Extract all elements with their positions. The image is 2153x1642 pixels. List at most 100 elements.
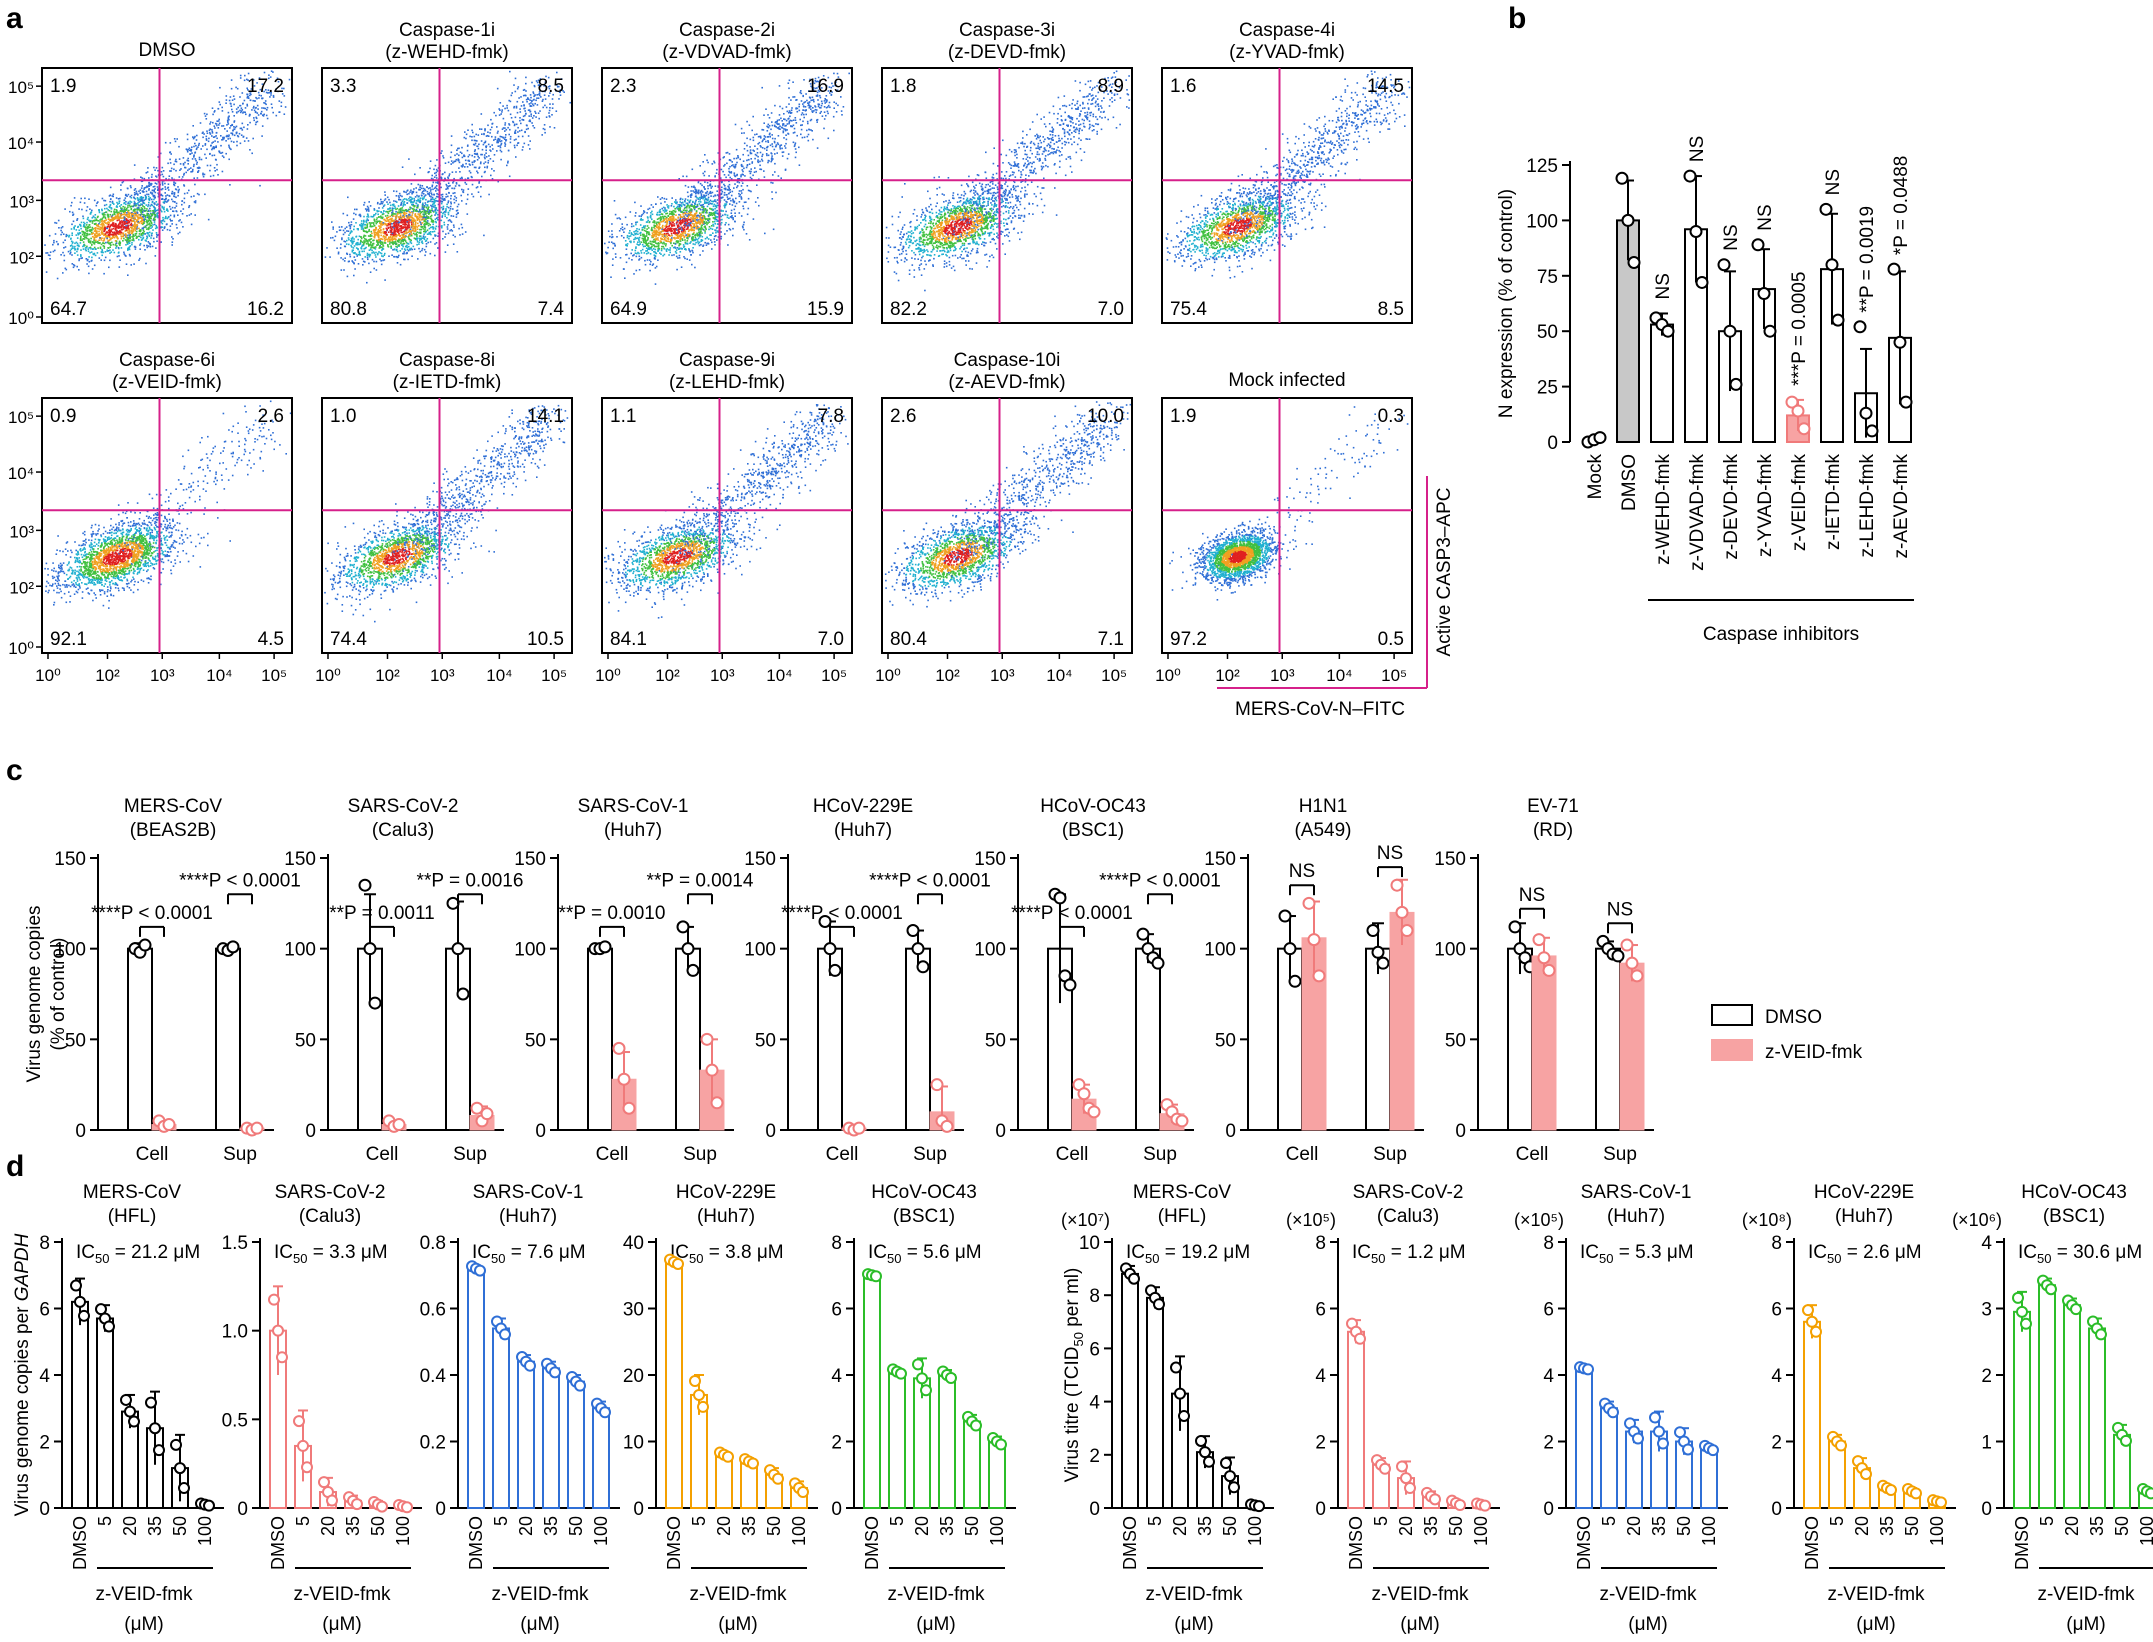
flow-event [167, 162, 169, 165]
flow-event [130, 197, 133, 199]
flow-event [89, 229, 91, 231]
flow-event [188, 149, 191, 152]
flow-event [810, 118, 813, 121]
flow-event [120, 217, 122, 219]
flow-event [418, 188, 420, 191]
flow-event [795, 151, 797, 154]
flow-event [514, 131, 516, 133]
flow-event [164, 188, 167, 190]
flow-event [426, 215, 428, 217]
flow-event [127, 227, 130, 230]
flow-event [143, 187, 146, 189]
flow-event [524, 110, 526, 112]
flow-event [141, 238, 143, 241]
flow-event [432, 203, 434, 206]
flow-event [230, 140, 233, 143]
flow-event [112, 236, 115, 238]
flow-event [130, 186, 132, 189]
flow-event [139, 220, 142, 223]
flow-event [140, 234, 143, 236]
flow-event [370, 225, 373, 228]
flow-event [430, 233, 432, 236]
flow-event [491, 135, 493, 138]
flow-event [404, 226, 407, 228]
flow-event [743, 142, 746, 145]
flow-event [419, 188, 421, 191]
flow-event [391, 254, 393, 256]
flow-event [258, 97, 260, 99]
flow-event [126, 241, 128, 244]
flow-event [101, 224, 103, 226]
flow-event [349, 227, 352, 230]
flow-event [196, 167, 199, 169]
flow-event [634, 215, 637, 217]
flow-event [162, 175, 165, 178]
flow-event [378, 247, 381, 249]
flow-event [763, 176, 766, 178]
flow-event [387, 212, 390, 215]
flow-event [387, 219, 389, 221]
flow-event [147, 213, 149, 215]
flow-event [528, 120, 531, 122]
flow-event [363, 215, 365, 218]
flow-event [142, 216, 145, 218]
flow-event [85, 249, 87, 252]
flow-event [356, 255, 358, 257]
flow-event [108, 228, 111, 231]
y-tick-label: 10⁴ [8, 134, 34, 153]
flow-event [154, 214, 157, 217]
flow-event [269, 76, 272, 78]
flow-event [119, 197, 121, 200]
flow-event [442, 173, 444, 175]
flow-event [256, 104, 259, 107]
flow-event [60, 229, 62, 232]
flow-event [348, 238, 350, 241]
flow-event [461, 233, 464, 235]
flow-event [409, 206, 411, 209]
flow-event [521, 118, 523, 121]
flow-event [450, 221, 453, 223]
flow-event [690, 229, 693, 232]
flow-event [93, 246, 96, 249]
flow-event [442, 205, 445, 208]
flow-event [380, 221, 383, 223]
flow-event [278, 100, 281, 102]
flow-event [338, 226, 341, 228]
flow-event [353, 238, 355, 240]
flow-event [152, 194, 154, 197]
flow-event [694, 239, 697, 242]
flow-event [63, 247, 65, 249]
flow-event [197, 167, 200, 170]
flow-event [341, 237, 343, 239]
flow-event [142, 223, 144, 226]
flow-event [173, 181, 175, 183]
flow-event [820, 104, 823, 107]
flow-event [241, 122, 244, 125]
flow-event [745, 166, 748, 169]
flow-event [361, 244, 364, 247]
flow-event [182, 226, 184, 228]
flow-event [134, 198, 137, 200]
flow-event [684, 216, 686, 219]
flow-event [143, 219, 145, 221]
flow-event [756, 133, 758, 135]
flow-event [807, 139, 810, 142]
flow-event [88, 241, 90, 243]
flow-event [211, 148, 213, 151]
flow-event [94, 230, 97, 232]
flow-event [530, 115, 532, 117]
flow-event [180, 210, 182, 212]
flow-event [397, 221, 400, 224]
flow-event [350, 239, 352, 242]
flow-event [811, 110, 813, 112]
flow-event [161, 195, 164, 197]
flow-event [401, 200, 404, 203]
flow-event [214, 140, 216, 142]
flow-event [377, 233, 380, 236]
flow-event [394, 240, 397, 243]
flow-event [75, 241, 78, 244]
flow-event [271, 106, 273, 109]
flow-event [336, 231, 338, 233]
flow-event [235, 125, 238, 128]
flow-event [148, 182, 150, 184]
